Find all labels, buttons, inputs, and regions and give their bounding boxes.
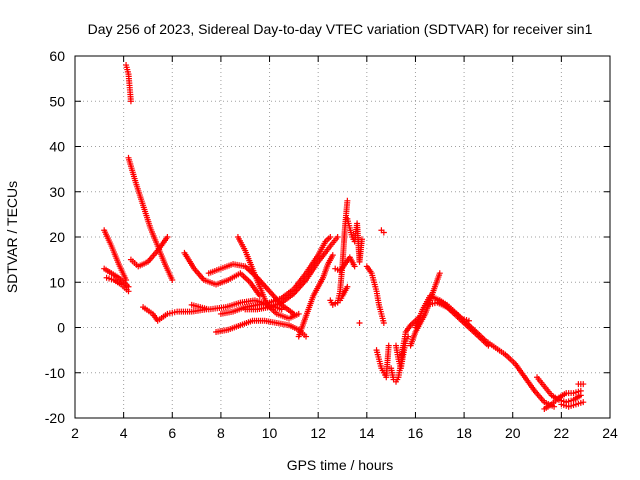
series-arc-27 (412, 292, 492, 349)
data-point (344, 283, 351, 290)
data-point (278, 306, 285, 313)
series-arc-19 (337, 283, 351, 304)
data-point (169, 276, 176, 283)
x-axis-label: GPS time / hours (287, 457, 394, 473)
y-tick-label: -20 (45, 410, 65, 426)
series-arc-28 (424, 299, 558, 410)
series-arc-08 (181, 249, 263, 299)
chart-title: Day 256 of 2023, Sidereal Day-to-day VTE… (88, 21, 593, 37)
series-arc-15 (295, 252, 336, 340)
series-arc-33 (575, 381, 587, 388)
data-point (405, 333, 412, 340)
series-arc-14 (242, 234, 341, 313)
data-point (380, 229, 387, 236)
data-point (127, 98, 134, 105)
data-point (329, 252, 336, 259)
data-point (125, 288, 132, 295)
data-point (295, 310, 302, 317)
data-point (465, 317, 472, 324)
series-arc-23 (373, 342, 392, 381)
series-arc-12 (213, 317, 310, 340)
data-point (580, 381, 587, 388)
x-tick-label: 18 (456, 425, 472, 441)
series-arc-03 (101, 227, 130, 283)
data-point (256, 292, 263, 299)
y-tick-label: 40 (49, 139, 65, 155)
x-tick-label: 4 (120, 425, 128, 441)
x-tick-label: 10 (262, 425, 278, 441)
y-tick-label: 0 (57, 320, 65, 336)
y-tick-label: 30 (49, 184, 65, 200)
series-arc-01 (123, 62, 134, 105)
series-arc-25 (393, 333, 412, 372)
series-arc-17 (332, 254, 358, 274)
series-arc-02 (125, 154, 176, 283)
x-tick-label: 24 (602, 425, 618, 441)
x-tick-label: 6 (168, 425, 176, 441)
series-arc-29 (436, 297, 472, 324)
x-tick-label: 22 (554, 425, 570, 441)
x-tick-label: 8 (217, 425, 225, 441)
data-point (351, 263, 358, 270)
series-arc-32 (558, 399, 587, 410)
grid-lines (75, 56, 610, 418)
y-axis-label: SDTVAR / TECUs (4, 181, 20, 293)
data-points (101, 62, 587, 412)
series-arc-18 (344, 215, 365, 265)
x-tick-label: 16 (408, 425, 424, 441)
series-arc-22 (378, 227, 387, 236)
data-point (356, 319, 363, 326)
data-point (303, 333, 310, 340)
plot-frame (74, 55, 611, 419)
x-tick-label: 14 (359, 425, 375, 441)
y-tick-label: -10 (45, 365, 65, 381)
y-tick-label: 50 (49, 93, 65, 109)
x-tick-label: 12 (310, 425, 326, 441)
data-point (334, 234, 341, 240)
data-point (344, 197, 351, 204)
x-tick-label: 20 (505, 425, 521, 441)
data-point (580, 399, 587, 406)
y-tick-label: 60 (49, 48, 65, 64)
data-point (358, 236, 365, 243)
series-arc-31 (541, 387, 584, 412)
data-point (577, 387, 584, 394)
data-point (327, 234, 334, 240)
y-tick-label: 10 (49, 274, 65, 290)
data-point (385, 342, 392, 349)
series-arc-05 (103, 274, 132, 295)
series-arc-21 (363, 263, 387, 326)
y-tick-label: 20 (49, 229, 65, 245)
data-point (164, 234, 171, 240)
series-arc-20 (356, 319, 363, 326)
data-point (436, 270, 443, 277)
x-tick-label: 2 (71, 425, 79, 441)
series-arc-06 (127, 234, 171, 270)
data-point (380, 319, 387, 326)
